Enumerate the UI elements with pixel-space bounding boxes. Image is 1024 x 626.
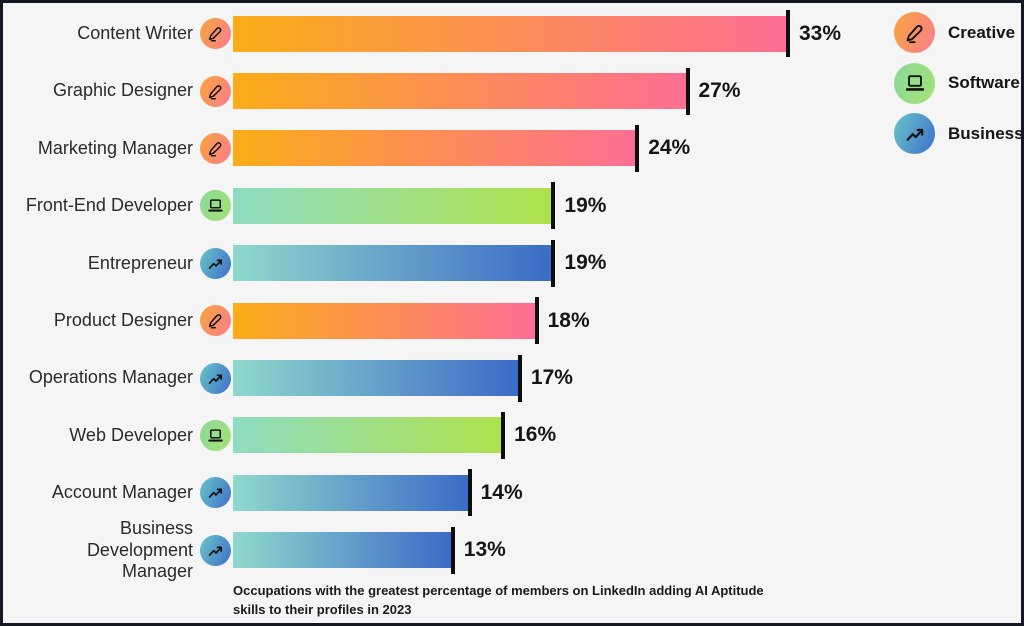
bar-row: Content Writer 33% <box>3 5 1021 62</box>
bar <box>233 474 468 511</box>
bar-end-tick <box>501 411 506 459</box>
bar-zone: 27% <box>233 67 741 115</box>
bar <box>233 73 686 110</box>
bar-end-tick <box>786 10 790 58</box>
legend-label: Creative <box>948 22 1016 42</box>
bar-zone: 33% <box>233 10 842 58</box>
bar-zone: 24% <box>233 124 691 172</box>
value-label: 33% <box>799 21 842 45</box>
value-label: 17% <box>530 366 573 390</box>
bar <box>233 417 502 454</box>
trend-up-icon <box>200 362 231 394</box>
value-label: 27% <box>698 79 741 103</box>
category-label: Entrepreneur <box>87 252 193 273</box>
bar-row: Business Development Manager 13% <box>3 518 1021 580</box>
category-label: Product Designer <box>53 310 193 331</box>
bar-zone: 18% <box>233 297 590 345</box>
pen-icon <box>200 132 231 164</box>
legend-item-business: Business <box>894 113 1024 154</box>
bar <box>233 302 535 339</box>
bar-rows: Content Writer 33% Graphic Designer 27% … <box>3 5 1021 581</box>
bar-zone: 19% <box>233 182 607 230</box>
laptop-icon <box>200 190 231 222</box>
value-label: 19% <box>564 251 607 275</box>
bar <box>233 15 786 52</box>
value-label: 13% <box>463 538 506 562</box>
legend-label: Business <box>948 123 1024 143</box>
category-label: Content Writer <box>77 23 193 44</box>
value-label: 19% <box>564 193 607 217</box>
bar-zone: 14% <box>233 469 523 517</box>
category-label: Front-End Developer <box>25 195 193 216</box>
bar-end-tick <box>551 182 556 230</box>
legend: Creative Software Business <box>894 12 1024 164</box>
bar-row: Graphic Designer 27% <box>3 62 1021 119</box>
pen-icon <box>200 75 231 107</box>
bar-end-tick <box>517 354 522 402</box>
bar-row: Front-End Developer 19% <box>3 177 1021 234</box>
value-label: 24% <box>648 136 691 160</box>
legend-item-creative: Creative <box>894 12 1021 53</box>
bar <box>233 532 451 569</box>
bar <box>233 360 518 397</box>
chart-caption: Occupations with the greatest percentage… <box>233 583 764 617</box>
bar-end-tick <box>467 469 472 517</box>
trend-up-icon <box>200 534 231 566</box>
value-label: 14% <box>480 480 523 504</box>
bar-end-tick <box>551 239 556 287</box>
category-label: Web Developer <box>69 424 193 445</box>
category-label: Graphic Designer <box>52 80 193 101</box>
trend-up-icon <box>894 113 935 154</box>
laptop-icon <box>200 419 231 451</box>
bar-row: Account Manager 14% <box>3 464 1021 521</box>
pen-icon <box>894 12 935 53</box>
value-label: 16% <box>514 423 557 447</box>
trend-up-icon <box>200 247 231 279</box>
bar-end-tick <box>635 124 640 172</box>
legend-item-software: Software <box>894 62 1021 104</box>
bar-zone: 19% <box>233 239 607 287</box>
laptop-icon <box>894 62 935 104</box>
legend-label: Software <box>948 73 1020 92</box>
pen-icon <box>200 305 231 337</box>
bar-end-tick <box>534 297 539 345</box>
bar-row: Web Developer 16% <box>3 407 1021 464</box>
bar-zone: 17% <box>233 354 573 402</box>
bar-row: Marketing Manager 24% <box>3 120 1021 177</box>
category-label: Account Manager <box>51 482 193 503</box>
bar-zone: 16% <box>233 411 557 459</box>
trend-up-icon <box>200 477 231 509</box>
bar <box>233 245 552 282</box>
bar <box>233 187 552 224</box>
bar-end-tick <box>450 526 455 574</box>
category-label: Business Development Manager <box>86 518 193 581</box>
category-label: Marketing Manager <box>37 137 193 158</box>
category-label: Operations Manager <box>28 367 193 388</box>
bar-end-tick <box>685 67 690 115</box>
bar-row: Entrepreneur 19% <box>3 235 1021 292</box>
bar <box>233 130 636 167</box>
bar-row: Operations Manager 17% <box>3 349 1021 406</box>
bar-zone: 13% <box>233 526 506 574</box>
pen-icon <box>200 18 231 50</box>
bar-row: Product Designer 18% <box>3 292 1021 349</box>
value-label: 18% <box>547 308 590 332</box>
